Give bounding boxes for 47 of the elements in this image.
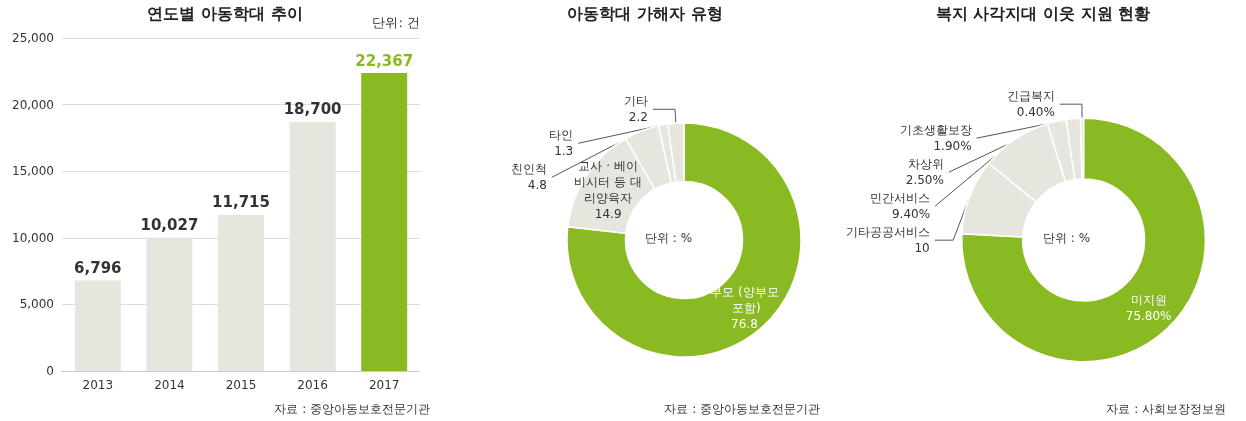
data-label: 6,796 (74, 258, 122, 277)
data-label: 0.40% (1016, 105, 1055, 120)
x-tick-label: 2014 (154, 378, 185, 392)
x-tick-label: 2013 (82, 378, 114, 392)
data-label: 11,715 (212, 193, 270, 212)
x-tick-label: 2017 (368, 378, 400, 392)
data-label: 2.50% (905, 173, 944, 188)
y-tick-label: 0 (46, 364, 54, 378)
chart-title: 연도별 아동학대 추이 (147, 3, 303, 23)
slice-label: 차상위 (907, 157, 944, 172)
text: 단위 : % (1043, 231, 1091, 245)
data-label: 14.9 (594, 207, 622, 222)
data-label: 76.8 (731, 316, 758, 331)
y-tick-label: 20,000 (12, 97, 54, 112)
data-label: 75.80% (1125, 309, 1172, 324)
data-label: 2.2 (628, 110, 648, 125)
y-tick-label: 10,000 (12, 230, 54, 245)
data-label: 10 (914, 241, 930, 256)
chart-title: 아동학대 가해자 유형 (567, 3, 723, 23)
y-tick-label: 25,000 (12, 31, 54, 45)
slice-label: 미지원 (1130, 293, 1167, 308)
text: 자료 : 중앙아동보호전문기관 (274, 402, 430, 416)
data-label: 22,367 (355, 51, 414, 70)
slice-label: 친인척 (510, 162, 547, 177)
slice-label: 교사 · 베이비시터 등 대리양육자 (574, 159, 642, 206)
data-label: 18,700 (283, 100, 342, 119)
text: 자료 : 중앙아동보호전문기관 (664, 402, 820, 416)
text: 단위 : % (645, 231, 693, 245)
y-tick-label: 5,000 (19, 297, 54, 312)
slice-label: 민간서비스 (870, 191, 931, 206)
slice-label: 기타공공서비스 (845, 225, 930, 240)
data-label: 1.90% (933, 139, 972, 154)
chart-title: 복지 사각지대 이웃 지원 현황 (935, 3, 1151, 23)
x-tick-label: 2015 (225, 378, 257, 392)
data-label: 4.8 (527, 178, 547, 193)
text: 자료 : 사회보장정보원 (1106, 402, 1226, 416)
slice-label: 타인 (549, 128, 574, 143)
slice-label: 기타 (623, 94, 648, 109)
text: 단위: 건 (372, 15, 420, 30)
slice-label: 기초생활보장 (899, 123, 972, 138)
slice-label: 긴급복지 (1006, 89, 1055, 104)
data-label: 10,027 (140, 215, 199, 234)
data-label: 1.3 (554, 144, 574, 159)
x-tick-label: 2016 (297, 378, 328, 392)
bar (361, 73, 408, 371)
data-label: 9.40% (891, 207, 931, 222)
y-tick-label: 15,000 (12, 164, 54, 179)
